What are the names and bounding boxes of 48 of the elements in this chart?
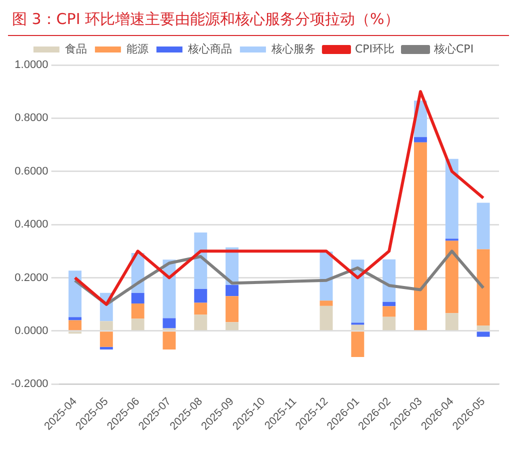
bar bbox=[382, 259, 396, 302]
legend-label: 核心商品 bbox=[186, 42, 232, 56]
bar bbox=[351, 324, 364, 330]
bar bbox=[100, 332, 113, 347]
bar bbox=[68, 320, 82, 330]
bar bbox=[131, 304, 144, 319]
bar bbox=[194, 302, 208, 315]
bar bbox=[194, 288, 208, 303]
bar bbox=[320, 300, 333, 306]
legend-label: 食品 bbox=[64, 42, 87, 56]
bar bbox=[68, 270, 82, 318]
bar bbox=[68, 317, 82, 320]
bar bbox=[162, 332, 176, 350]
y-tick-label: 1.0000 bbox=[14, 59, 48, 72]
chart-title: 图 3：CPI 环比增速主要由能源和核心服务分项拉动（%） bbox=[8, 8, 509, 36]
y-tick-label: 0.2000 bbox=[14, 272, 48, 284]
y-tick-label: 0.6000 bbox=[14, 165, 48, 178]
y-tick-label: 0.8000 bbox=[14, 112, 48, 124]
bar bbox=[131, 318, 144, 330]
bar bbox=[226, 322, 239, 330]
legend-label: 核心CPI bbox=[433, 42, 474, 56]
bar bbox=[351, 332, 364, 357]
bar bbox=[445, 158, 458, 239]
bar bbox=[382, 306, 396, 317]
bar bbox=[320, 306, 333, 330]
bar bbox=[100, 321, 113, 330]
bar bbox=[100, 346, 113, 350]
bar bbox=[476, 326, 490, 330]
bar bbox=[476, 332, 490, 337]
bar bbox=[445, 313, 458, 330]
bar bbox=[476, 249, 490, 326]
bar bbox=[445, 240, 458, 314]
bar bbox=[414, 137, 427, 142]
bar bbox=[414, 142, 427, 330]
bar bbox=[382, 302, 396, 306]
bar bbox=[194, 314, 208, 330]
bar bbox=[382, 316, 396, 330]
bar bbox=[162, 318, 176, 328]
bar bbox=[476, 202, 490, 250]
legend-label: 核心服务 bbox=[270, 42, 316, 56]
y-tick-label: 0.0000 bbox=[14, 324, 48, 337]
legend-label: 能源 bbox=[126, 42, 148, 56]
bar bbox=[226, 296, 239, 322]
bar bbox=[131, 292, 144, 304]
y-tick-label: -0.2000 bbox=[10, 378, 48, 390]
legend-label: CPI环比 bbox=[354, 42, 395, 56]
y-tick-label: 0.4000 bbox=[14, 218, 48, 231]
bar bbox=[226, 284, 239, 296]
